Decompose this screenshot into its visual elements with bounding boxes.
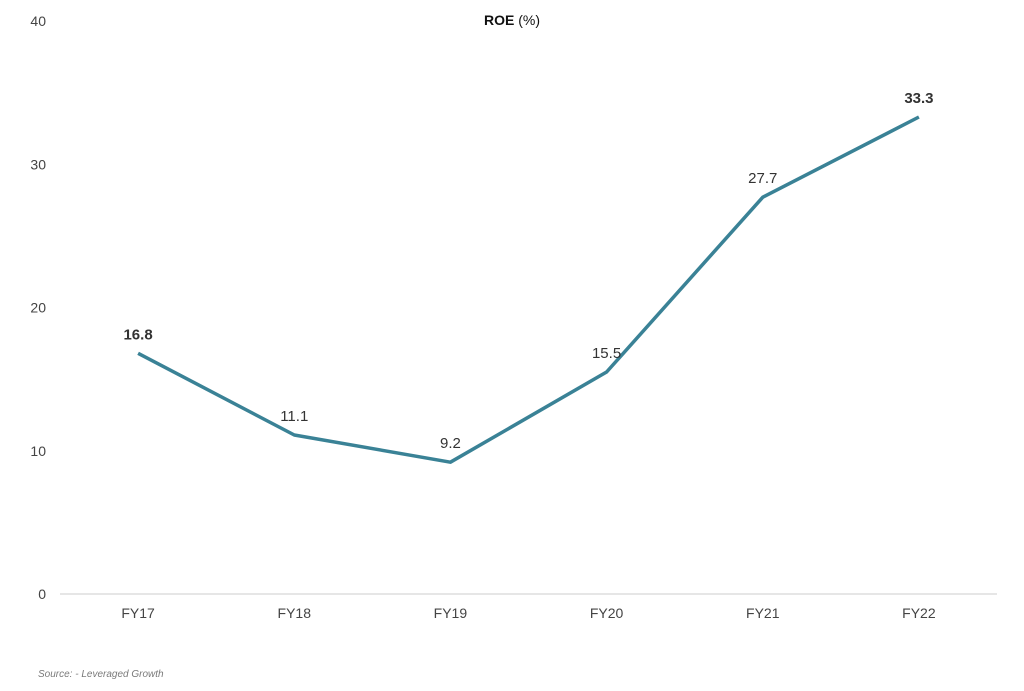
x-tick-label: FY17 (121, 605, 155, 621)
x-tick-label: FY19 (434, 605, 468, 621)
data-labels: 16.8 11.1 9.2 15.5 27.7 33.3 (123, 90, 933, 452)
x-tick-label: FY21 (746, 605, 780, 621)
data-label: 15.5 (592, 345, 621, 362)
y-axis-ticks: 0 10 20 30 40 (30, 13, 46, 602)
x-tick-label: FY20 (590, 605, 624, 621)
chart-title: ROE (%) (484, 12, 540, 28)
x-tick-label: FY22 (902, 605, 936, 621)
y-tick-label: 0 (38, 586, 46, 602)
y-tick-label: 10 (30, 443, 46, 459)
source-note: Source: - Leveraged Growth (38, 669, 164, 680)
data-label: 16.8 (123, 326, 152, 343)
chart-title-rest: (%) (514, 12, 540, 28)
data-label: 27.7 (748, 170, 777, 187)
data-label: 11.1 (280, 408, 308, 425)
series-line-roe (137, 115, 920, 464)
chart-title-bold: ROE (484, 12, 514, 28)
x-axis-ticks: FY17 FY18 FY19 FY20 FY21 FY22 (121, 605, 936, 621)
y-tick-label: 30 (30, 156, 46, 172)
y-tick-label: 40 (30, 13, 46, 29)
data-label: 9.2 (440, 435, 461, 452)
x-tick-label: FY18 (278, 605, 312, 621)
data-label: 33.3 (904, 90, 933, 107)
y-tick-label: 20 (30, 300, 46, 316)
